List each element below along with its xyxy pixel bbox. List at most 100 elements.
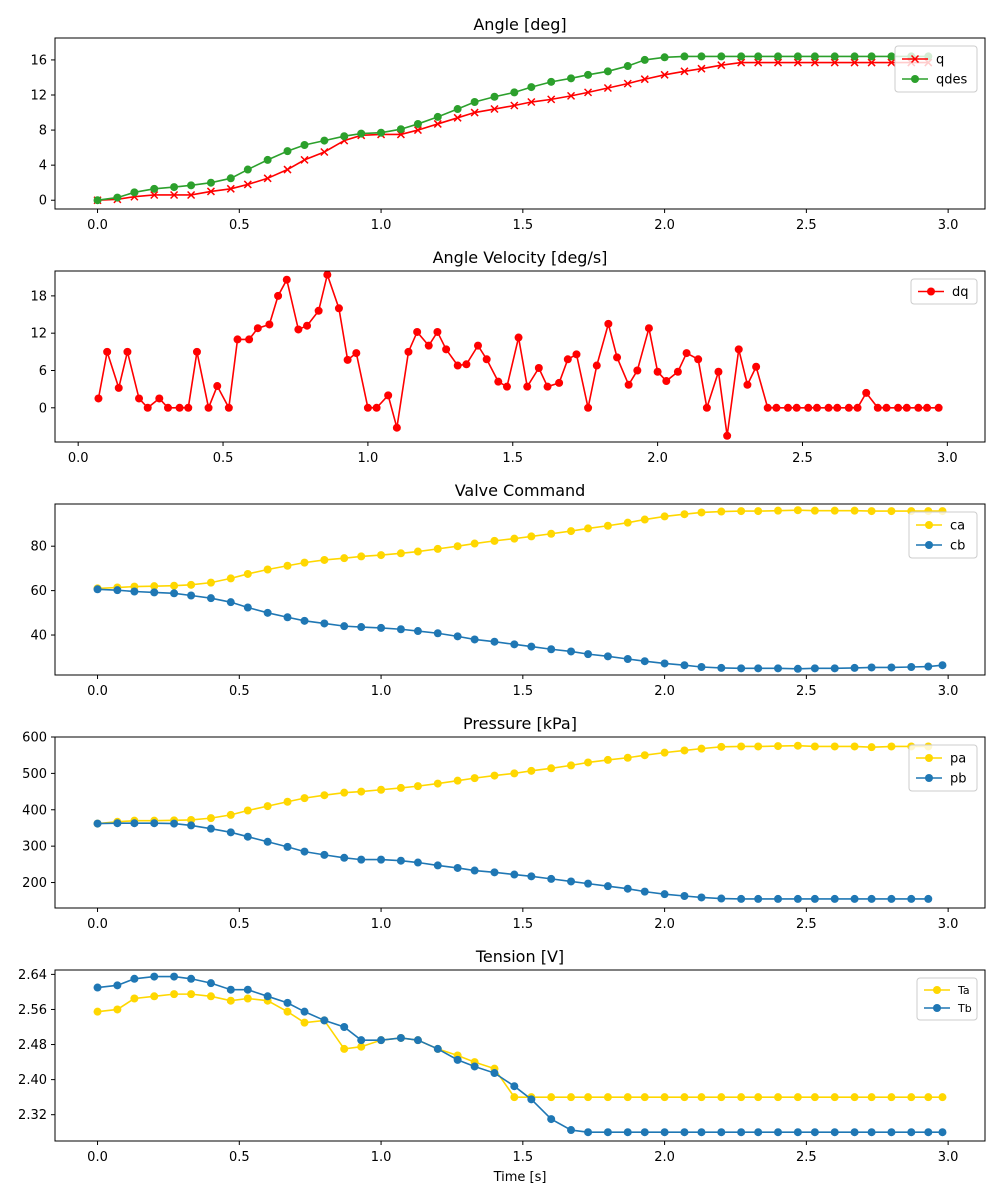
series-line-dq [97,271,939,436]
data-point-pb [603,882,612,891]
data-point-cb [510,640,519,649]
legend: ca cb [908,511,978,559]
data-point-q [547,95,556,104]
data-point-q [810,58,819,67]
data-point-pb [170,819,179,828]
x-tick-label: 1.0 [371,1150,392,1165]
data-point-dq [424,341,433,350]
data-point-qdes [93,196,102,205]
data-point-dq [613,353,622,362]
data-point-dq [682,349,691,358]
data-point-ca [697,508,706,517]
data-point-qdes [774,52,783,61]
data-point-Ta [640,1093,649,1102]
legend: q qdes [894,45,978,93]
axes-frame [54,503,986,676]
x-tick-label: 0.0 [68,451,89,466]
data-point-pb [377,855,386,864]
data-point-Tb [130,974,139,983]
data-point-pa [206,814,215,823]
data-point-ca [640,515,649,524]
data-point-dq [714,367,723,376]
legend-label-Ta: Ta [957,984,970,997]
data-point-cb [547,645,556,654]
data-point-dq [163,403,172,412]
data-point-Ta [187,990,196,999]
x-tick-label: 1.5 [512,218,533,233]
data-point-q [263,174,272,183]
data-point-dq [94,394,103,403]
data-point-qdes [150,184,159,193]
data-point-Tb [453,1055,462,1064]
data-point-pb [717,894,726,903]
data-point-pb [660,890,669,899]
data-point-q [187,190,196,199]
data-point-dq [523,382,532,391]
data-point-qdes [170,183,179,192]
chart-title: Valve Command [455,481,586,500]
data-point-Ta [283,1007,292,1016]
data-point-qdes [737,52,746,61]
series-Tb [93,972,947,1137]
data-point-q [867,58,876,67]
data-point-dq [363,403,372,412]
data-point-ca [510,534,519,543]
y-tick-label: 80 [30,540,47,555]
data-point-Ta [830,1093,839,1102]
data-point-Tb [226,985,235,994]
series-dq [94,271,943,440]
data-point-qdes [680,52,689,61]
data-point-dq [143,403,152,412]
data-point-Tb [774,1128,783,1137]
series-pa [93,741,933,828]
data-point-pa [547,764,556,773]
x-tick-label: 3.0 [937,451,958,466]
data-point-q [433,119,442,128]
data-point-pb [470,866,479,875]
series-line-pb [97,822,929,900]
data-point-ca [470,539,479,548]
data-point-cb [584,650,593,659]
data-point-ca [830,506,839,515]
data-point-dq [323,271,332,279]
data-point-pb [340,853,349,862]
data-point-dq [853,403,862,412]
legend: pa pb [908,744,978,792]
data-point-Tb [510,1082,519,1091]
data-point-qdes [754,52,763,61]
legend-label-q: q [936,53,944,68]
data-point-cb [810,664,819,673]
data-point-dq [792,403,801,412]
data-point-q [490,105,499,114]
x-tick-label: 0.5 [229,684,250,699]
data-point-dq [734,345,743,354]
data-point-pb [774,894,783,903]
data-point-pb [150,819,159,828]
data-point-cb [680,661,689,670]
data-point-pb [433,861,442,870]
data-point-ca [340,554,349,563]
y-tick-label: 500 [22,767,47,782]
data-point-cb [263,608,272,617]
data-point-pa [867,743,876,752]
data-point-Ta [887,1093,896,1102]
data-point-pa [680,746,689,755]
data-point-pb [187,821,196,830]
data-point-pa [320,791,329,800]
data-point-qdes [867,52,876,61]
data-point-qdes [243,165,252,174]
data-point-Ta [206,992,215,1001]
data-point-q [623,79,632,88]
data-point-Tb [567,1126,576,1135]
y-tick-label: 2.56 [18,1003,47,1018]
data-point-pa [433,779,442,788]
data-point-dq [303,321,312,330]
data-point-Tb [938,1128,947,1137]
data-point-Tb [623,1128,632,1137]
data-point-dq [923,403,932,412]
series-Ta [93,990,947,1102]
x-tick-label: 2.5 [792,451,813,466]
data-point-Ta [660,1093,669,1102]
y-tick-label: 2.40 [18,1073,47,1088]
